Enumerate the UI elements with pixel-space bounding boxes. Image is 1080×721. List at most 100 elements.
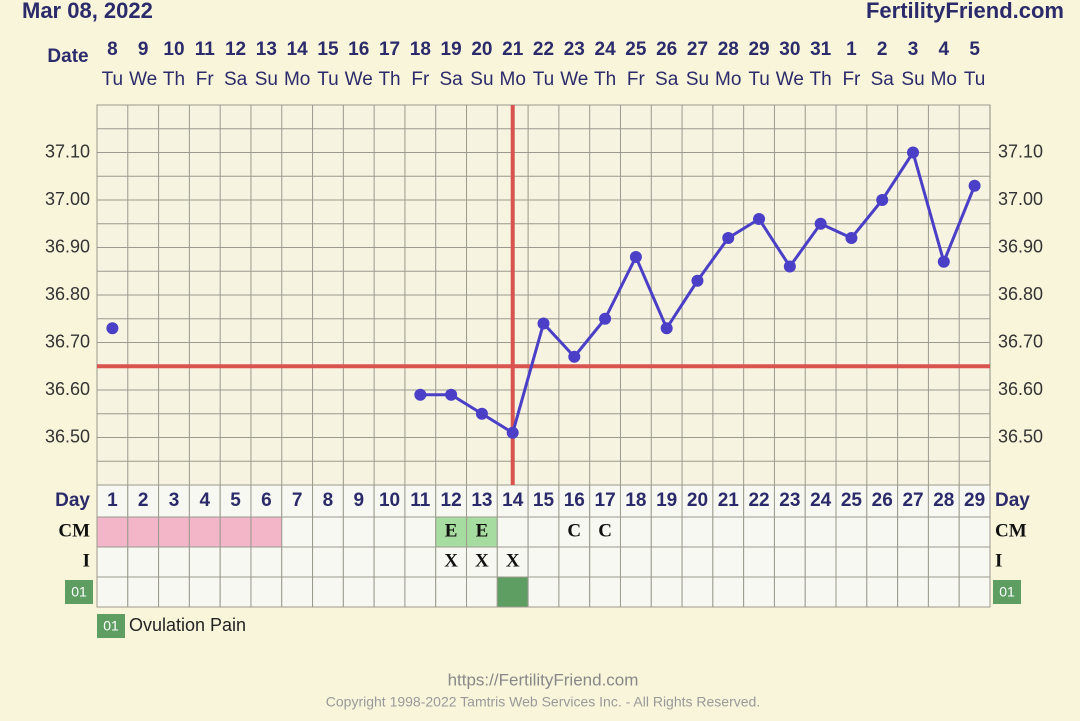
y-tick-label: 36.80	[45, 284, 90, 304]
point	[599, 312, 612, 325]
point	[814, 217, 827, 230]
table-cell	[650, 576, 683, 608]
table-cell	[404, 484, 437, 518]
table-cell	[927, 484, 960, 518]
weekday-label: Th	[594, 69, 616, 90]
y-tick-label-right: 37.00	[998, 189, 1043, 209]
table-cell	[281, 516, 314, 548]
x-tick-label: 10	[379, 490, 400, 511]
table-cell	[619, 576, 652, 608]
x-tick-label: 18	[625, 490, 646, 511]
footer-copyright: Copyright 1998-2022 Tamtris Web Services…	[326, 694, 760, 710]
weekday-label: Tu	[102, 69, 123, 90]
weekday-label: Sa	[439, 69, 463, 90]
table-cell	[188, 576, 221, 608]
table-cell	[219, 484, 252, 518]
footer-url[interactable]: https://FertilityFriend.com	[448, 670, 639, 689]
x-tick-label: 24	[810, 490, 832, 511]
table-cell	[250, 516, 283, 548]
weekday-label: We	[560, 69, 588, 90]
x-tick-label: 5	[230, 490, 241, 511]
weekday-label: Mo	[931, 69, 957, 90]
table-cell	[281, 576, 314, 608]
y-tick-label: 37.10	[45, 141, 90, 161]
table-cell	[958, 576, 991, 608]
point	[660, 322, 673, 335]
row-label-right: CM	[995, 520, 1027, 541]
table-cell	[373, 576, 406, 608]
point	[783, 260, 796, 273]
date-label: 19	[441, 39, 462, 60]
table-cell	[158, 484, 190, 518]
date-label: 5	[969, 39, 980, 60]
table-cell	[835, 516, 868, 548]
point	[845, 232, 858, 244]
y-tick-label-right: 36.90	[998, 236, 1043, 256]
weekday-label: Th	[163, 69, 185, 90]
table-cell	[466, 576, 498, 608]
x-tick-label: 20	[687, 490, 708, 511]
table-cell	[804, 546, 837, 578]
x-tick-label: 9	[353, 490, 364, 511]
header-date: Mar 08, 2022	[22, 0, 153, 23]
x-tick-label: 21	[718, 490, 740, 511]
intercourse-entry: X	[475, 550, 489, 571]
table-cell	[804, 516, 837, 548]
date-label: 18	[410, 39, 431, 60]
symptom-code: 01	[71, 584, 87, 600]
x-tick-label: 28	[933, 490, 954, 511]
y-tick-label: 36.60	[45, 379, 90, 399]
table-cell	[650, 484, 683, 518]
table-cell	[527, 546, 560, 578]
table-cell	[866, 576, 899, 608]
x-tick-label: 29	[964, 490, 985, 511]
table-cell	[927, 516, 960, 548]
table-cell	[342, 484, 375, 518]
point	[506, 426, 519, 439]
date-label: 3	[908, 39, 919, 60]
y-tick-label: 36.50	[45, 426, 90, 446]
date-label: 27	[687, 39, 708, 60]
point	[968, 179, 981, 192]
table-cell	[96, 576, 129, 608]
table-cell	[527, 484, 560, 518]
date-label: 1	[846, 39, 857, 60]
weekday-label: Tu	[317, 69, 338, 90]
x-tick-label: 15	[533, 490, 555, 511]
weekday-label: Su	[901, 69, 924, 90]
table-cell	[743, 516, 775, 548]
date-label: Date	[47, 46, 88, 67]
symptom-code-right-box	[993, 580, 1021, 604]
intercourse-entry: X	[506, 550, 520, 571]
x-tick-label: 17	[595, 490, 616, 511]
weekday-label: Sa	[871, 69, 895, 90]
symptom-code-box	[65, 580, 93, 604]
table-cell	[743, 576, 775, 608]
table-cell	[342, 576, 375, 608]
weekday-label: Su	[470, 69, 493, 90]
table-cell	[958, 546, 991, 578]
table-cell	[712, 576, 745, 608]
weekday-label: Su	[255, 69, 278, 90]
x-tick-label: 27	[902, 490, 923, 511]
symptom-cell	[496, 576, 529, 608]
date-label: 15	[317, 39, 339, 60]
x-tick-label: 1	[107, 490, 118, 511]
y-tick-label-right: 36.80	[998, 284, 1043, 304]
table-cell	[866, 516, 899, 548]
weekday-label: Th	[378, 69, 400, 90]
table-cell	[681, 546, 714, 578]
x-tick-label: 3	[169, 490, 180, 511]
table-cell	[496, 546, 529, 578]
table-cell	[435, 546, 468, 578]
table-cell	[435, 516, 468, 548]
y-tick-label: 37.00	[45, 189, 90, 209]
table-cell	[681, 484, 714, 518]
date-label: 2	[877, 39, 888, 60]
table-cell	[158, 546, 190, 578]
point	[106, 322, 119, 335]
table-cell	[127, 576, 160, 608]
date-label: 11	[195, 39, 216, 60]
